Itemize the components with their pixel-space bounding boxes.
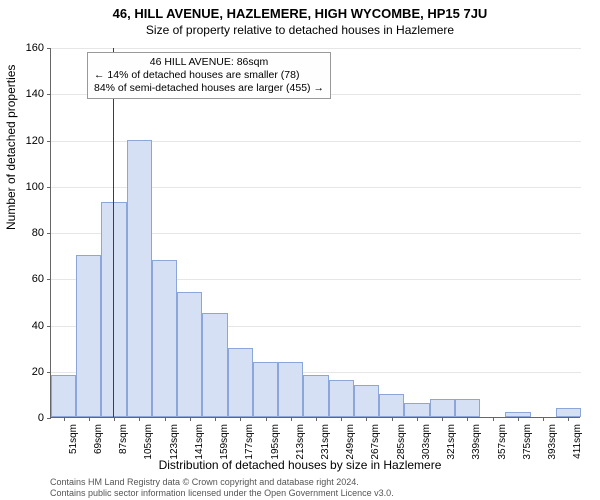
histogram-bar <box>177 292 202 417</box>
x-tick-label: 375sqm <box>522 424 533 460</box>
x-tick-label: 357sqm <box>497 424 508 460</box>
page-title: 46, HILL AVENUE, HAZLEMERE, HIGH WYCOMBE… <box>0 0 600 21</box>
y-tick-label: 120 <box>14 135 44 147</box>
reference-line <box>113 48 114 417</box>
histogram-bar <box>253 362 278 418</box>
x-tick-label: 231sqm <box>320 424 331 460</box>
x-tick <box>114 417 115 421</box>
x-tick-label: 339sqm <box>471 424 482 460</box>
y-tick <box>47 372 51 373</box>
x-tick-label: 177sqm <box>244 424 255 460</box>
x-tick-label: 393sqm <box>547 424 558 460</box>
histogram-bar <box>303 375 328 417</box>
x-tick-label: 285sqm <box>396 424 407 460</box>
x-tick-label: 51sqm <box>68 424 79 454</box>
x-tick-label: 411sqm <box>572 424 583 459</box>
histogram-bar <box>278 362 303 418</box>
x-tick-label: 321sqm <box>446 424 457 460</box>
x-tick-label: 123sqm <box>169 424 180 460</box>
y-tick <box>47 279 51 280</box>
x-tick <box>266 417 267 421</box>
histogram-bar <box>101 202 126 417</box>
x-tick-label: 213sqm <box>295 424 306 460</box>
page-subtitle: Size of property relative to detached ho… <box>0 21 600 37</box>
y-tick <box>47 48 51 49</box>
y-tick <box>47 326 51 327</box>
histogram-bar <box>152 260 177 417</box>
histogram-bar <box>127 140 152 418</box>
x-tick <box>366 417 367 421</box>
x-tick-label: 87sqm <box>118 424 129 454</box>
annotation-box: 46 HILL AVENUE: 86sqm← 14% of detached h… <box>87 52 331 99</box>
y-tick-label: 40 <box>14 320 44 332</box>
y-tick-label: 160 <box>14 42 44 54</box>
histogram-bar <box>430 399 455 418</box>
plot-region: 02040608010012014016051sqm69sqm87sqm105s… <box>50 48 580 418</box>
annotation-line-1: 46 HILL AVENUE: 86sqm <box>94 56 324 69</box>
y-tick <box>47 141 51 142</box>
x-tick <box>392 417 393 421</box>
histogram-bar <box>329 380 354 417</box>
histogram-bar <box>228 348 253 417</box>
x-tick-label: 141sqm <box>194 424 205 460</box>
x-tick-label: 69sqm <box>93 424 104 454</box>
annotation-line-2: ← 14% of detached houses are smaller (78… <box>94 69 324 82</box>
x-tick <box>417 417 418 421</box>
x-tick <box>341 417 342 421</box>
x-tick-label: 249sqm <box>345 424 356 460</box>
footer-line-1: Contains HM Land Registry data © Crown c… <box>50 477 394 487</box>
x-tick <box>467 417 468 421</box>
histogram-bar <box>379 394 404 417</box>
histogram-bar <box>404 403 429 417</box>
x-tick-label: 195sqm <box>270 424 281 460</box>
x-tick <box>240 417 241 421</box>
y-tick-label: 20 <box>14 366 44 378</box>
footer-line-2: Contains public sector information licen… <box>50 488 394 498</box>
x-axis-title: Distribution of detached houses by size … <box>0 458 600 472</box>
y-tick-label: 60 <box>14 273 44 285</box>
histogram-bar <box>556 408 581 417</box>
y-tick <box>47 233 51 234</box>
x-tick-label: 303sqm <box>421 424 432 460</box>
footer-attribution: Contains HM Land Registry data © Crown c… <box>50 477 394 498</box>
x-tick-label: 267sqm <box>370 424 381 460</box>
y-tick-label: 100 <box>14 181 44 193</box>
x-tick <box>139 417 140 421</box>
x-tick <box>165 417 166 421</box>
histogram-bar <box>76 255 101 417</box>
x-tick <box>518 417 519 421</box>
histogram-bar <box>202 313 227 417</box>
y-tick <box>47 418 51 419</box>
histogram-bar <box>455 399 480 418</box>
x-tick <box>493 417 494 421</box>
chart-area: 02040608010012014016051sqm69sqm87sqm105s… <box>50 48 580 418</box>
y-tick-label: 0 <box>14 412 44 424</box>
x-tick <box>568 417 569 421</box>
x-tick <box>64 417 65 421</box>
x-tick <box>543 417 544 421</box>
x-tick <box>215 417 216 421</box>
y-tick <box>47 94 51 95</box>
y-tick-label: 140 <box>14 88 44 100</box>
x-tick-label: 105sqm <box>143 424 154 460</box>
y-tick <box>47 187 51 188</box>
histogram-bar <box>354 385 379 417</box>
x-tick <box>316 417 317 421</box>
annotation-line-3: 84% of semi-detached houses are larger (… <box>94 82 324 95</box>
x-tick <box>190 417 191 421</box>
x-tick-label: 159sqm <box>219 424 230 460</box>
histogram-bar <box>51 375 76 417</box>
y-tick-label: 80 <box>14 227 44 239</box>
x-tick <box>442 417 443 421</box>
y-gridline <box>51 48 581 49</box>
x-tick <box>89 417 90 421</box>
x-tick <box>291 417 292 421</box>
